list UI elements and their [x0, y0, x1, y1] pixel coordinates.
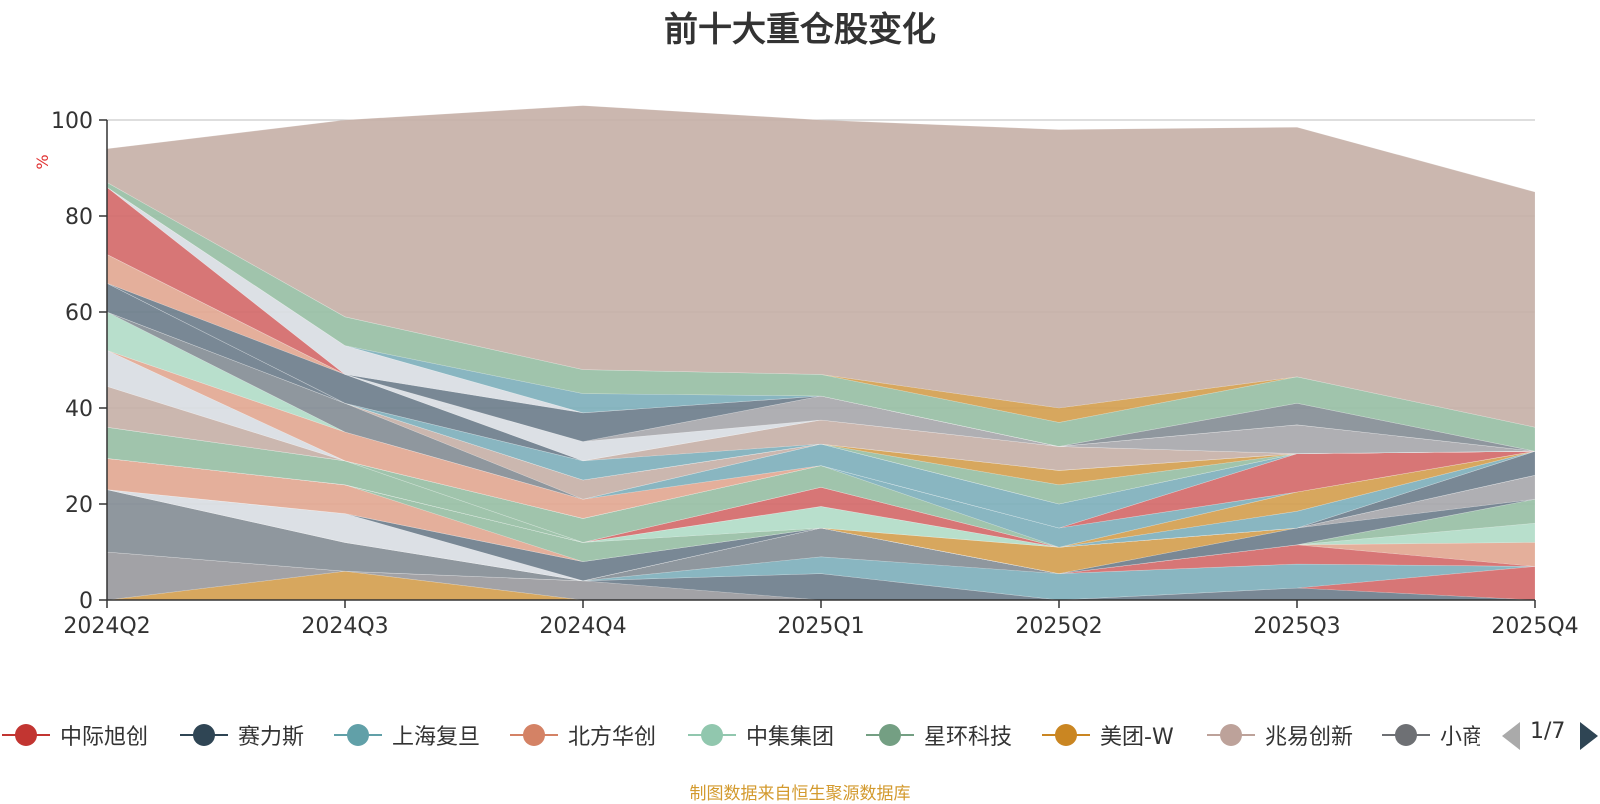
legend-marker-icon: [510, 724, 558, 746]
x-tick-label: 2025Q4: [1491, 614, 1578, 639]
legend-item[interactable]: 赛力斯: [178, 718, 304, 752]
legend-marker-icon: [866, 724, 914, 746]
area-band: [106, 489, 1536, 582]
legend-item[interactable]: 中际旭创: [0, 718, 148, 752]
area-band: [106, 489, 1536, 582]
y-tick-label: 20: [65, 493, 93, 518]
y-axis-label: %: [33, 154, 52, 169]
legend-label: 星环科技: [924, 725, 1013, 750]
area-band: [106, 474, 1536, 574]
legend-page-indicator: 1/7: [1530, 719, 1566, 744]
y-tick-label: 80: [65, 205, 93, 230]
legend-item[interactable]: 中集集团: [686, 718, 834, 752]
legend-item[interactable]: 小商品城: [1380, 718, 1480, 752]
y-tick-label: 100: [51, 109, 93, 134]
area-band: [106, 450, 1536, 548]
area-band: [106, 489, 1536, 582]
x-tick-label: 2025Q2: [1015, 614, 1102, 639]
legend-label: 兆易创新: [1265, 725, 1354, 750]
x-tick-label: 2024Q3: [301, 614, 388, 639]
legend-marker-icon: [180, 724, 228, 746]
legend-marker-icon: [1207, 724, 1255, 746]
legend-label: 美团-W: [1100, 725, 1174, 750]
x-tick-label: 2025Q1: [777, 614, 864, 639]
y-tick-label: 60: [65, 301, 93, 326]
legend: 中际旭创 赛力斯 上海复旦 北方华创 中集集团 星环科技 美团-W 兆易创新 小商品城: [0, 718, 1600, 752]
x-tick-label: 2025Q3: [1253, 614, 1340, 639]
legend-item[interactable]: 星环科技: [864, 718, 1012, 752]
legend-prev-page-button[interactable]: [1502, 722, 1520, 750]
legend-label: 中集集团: [746, 725, 835, 750]
legend-label: 小商品城: [1440, 725, 1480, 750]
legend-marker-icon: [2, 724, 50, 746]
legend-label: 北方华创: [568, 725, 657, 750]
legend-item[interactable]: 上海复旦: [332, 718, 480, 752]
legend-marker-icon: [334, 724, 382, 746]
chart-title: 前十大重仓股变化: [664, 10, 936, 50]
legend-label: 中际旭创: [60, 725, 149, 750]
y-tick-label: 0: [79, 589, 93, 614]
legend-marker-icon: [1382, 724, 1430, 746]
legend-item[interactable]: 美团-W: [1040, 718, 1174, 752]
legend-item[interactable]: 北方华创: [508, 718, 656, 752]
legend-label: 赛力斯: [238, 725, 305, 750]
area-band: [106, 181, 1536, 452]
y-tick-label: 40: [65, 397, 93, 422]
source-note: 制图数据来自恒生聚源数据库: [689, 784, 911, 804]
legend-item[interactable]: 兆易创新: [1205, 718, 1353, 752]
x-tick-label: 2024Q2: [63, 614, 150, 639]
legend-next-page-button[interactable]: [1580, 722, 1598, 750]
axes: 0 20 40 60 80 100 2024Q2 2024Q3 2024Q4 2025Q1 2025…: [51, 109, 1579, 639]
legend-marker-icon: [688, 724, 736, 746]
legend-label: 上海复旦: [392, 725, 481, 750]
legend-marker-icon: [1042, 724, 1090, 746]
x-tick-label: 2024Q4: [539, 614, 626, 639]
area-series: [106, 105, 1536, 601]
area-band: [106, 105, 1536, 428]
